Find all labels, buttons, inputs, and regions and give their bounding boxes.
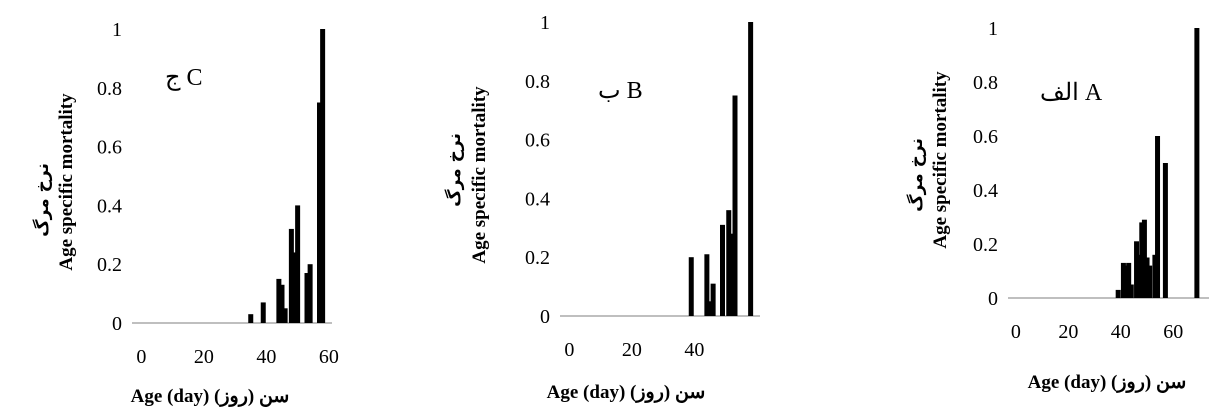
bar [282, 308, 288, 323]
bar [732, 95, 738, 316]
x-tick-label: 0 [1011, 321, 1021, 343]
x-tick-label: 20 [622, 339, 642, 361]
y-tick-label: 0.4 [973, 180, 998, 202]
bar [1126, 262, 1132, 298]
bar [1128, 284, 1134, 298]
x-tick-label: 40 [684, 339, 704, 361]
y-tick-label: 0.6 [973, 126, 998, 148]
chart-panel-a: نرخ مرگ Age specific mortality الف A Age… [830, 0, 1209, 408]
bar [688, 257, 694, 316]
chart-svg-c: نرخ مرگ Age specific mortality ج C Age (… [33, 19, 339, 407]
bar [279, 284, 285, 323]
x-tick-label: 0 [136, 346, 146, 368]
x-tick-label: 40 [256, 346, 276, 368]
y-axis-label-fa: نرخ مرگ [907, 138, 927, 212]
bar [1144, 257, 1150, 298]
panel-label: الف A [1040, 80, 1103, 106]
x-tick-label: 20 [194, 346, 214, 368]
y-tick-label: 1 [112, 19, 122, 41]
bar [1123, 265, 1129, 298]
bar [317, 102, 322, 323]
y-tick-label: 0.8 [97, 78, 122, 100]
y-axis-label-fa: نرخ مرگ [33, 163, 53, 237]
y-tick-label: 0.6 [525, 130, 550, 152]
y-tick-label: 0.6 [97, 137, 122, 159]
y-tick-label: 0 [112, 313, 122, 335]
y-tick-label: 0 [540, 306, 550, 328]
bar [1194, 28, 1200, 298]
y-tick-label: 0.2 [973, 234, 998, 256]
bar [320, 29, 326, 323]
chart-panel-b: نرخ مرگ Age specific mortality ب B Age (… [400, 0, 780, 408]
y-tick-label: 0.4 [525, 188, 550, 210]
bar [1136, 254, 1142, 298]
x-axis-label: Age (day) سن (روز) [131, 386, 290, 407]
x-tick-label: 20 [1058, 321, 1078, 343]
bar [295, 205, 301, 323]
bar [260, 302, 266, 323]
bar [276, 278, 282, 323]
bar [1141, 219, 1147, 298]
bar [1152, 254, 1158, 298]
bar [726, 210, 732, 316]
chart-panel-c: نرخ مرگ Age specific mortality ج C Age (… [0, 0, 380, 408]
x-tick-label: 40 [1111, 321, 1131, 343]
x-axis-label: Age (day) سن (روز) [547, 382, 706, 403]
bar [1147, 265, 1153, 298]
bar [288, 228, 294, 323]
bar [1139, 222, 1145, 298]
bar [704, 254, 710, 316]
bar [729, 233, 735, 316]
y-tick-label: 1 [988, 18, 998, 40]
panel-label: ج C [165, 65, 203, 91]
bar [304, 273, 310, 323]
y-tick-label: 0.4 [97, 195, 122, 217]
x-axis-label: Age (day) سن (روز) [1028, 372, 1187, 393]
y-tick-label: 0.2 [97, 254, 122, 276]
bar [248, 314, 254, 323]
y-tick-label: 0 [988, 288, 998, 310]
bar [707, 301, 713, 316]
bar [307, 264, 313, 323]
chart-svg-b: نرخ مرگ Age specific mortality ب B Age (… [445, 12, 760, 403]
x-tick-label: 60 [1163, 321, 1183, 343]
y-tick-label: 0.2 [525, 247, 550, 269]
x-tick-label: 0 [564, 339, 574, 361]
y-tick-label: 0.8 [525, 71, 550, 93]
chart-svg-a: نرخ مرگ Age specific mortality الف A Age… [907, 18, 1209, 393]
x-tick-label: 60 [319, 346, 339, 368]
bar [292, 252, 297, 323]
y-axis-label-en: Age specific mortality [469, 86, 490, 264]
bar [720, 224, 725, 316]
y-axis-label-en: Age specific mortality [930, 71, 951, 249]
bar [748, 22, 754, 316]
y-axis-label-en: Age specific mortality [56, 93, 77, 271]
panel-label: ب B [598, 78, 643, 104]
bar [1115, 289, 1121, 298]
bar [1162, 163, 1168, 298]
bar [710, 283, 716, 316]
y-axis-label-fa: نرخ مرگ [445, 133, 465, 207]
y-tick-label: 0.8 [973, 72, 998, 94]
bar [1155, 136, 1161, 298]
bar [1120, 262, 1126, 298]
y-tick-label: 1 [540, 12, 550, 34]
bar [1134, 241, 1140, 298]
